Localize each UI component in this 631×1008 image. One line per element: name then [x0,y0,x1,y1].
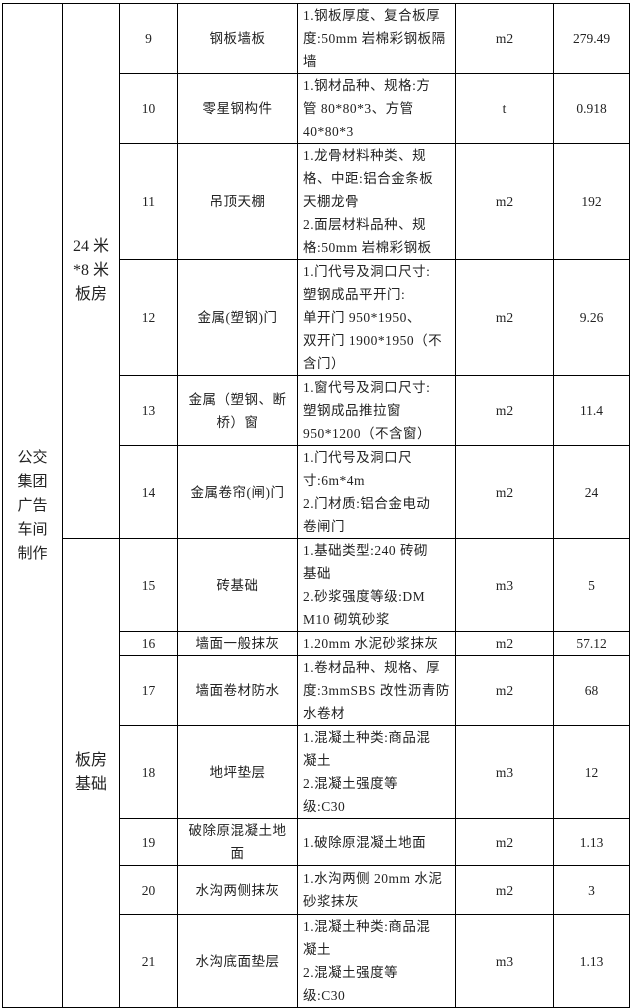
table-row: 11 吊顶天棚 1.龙骨材料种类、规 格、中距:铝合金条板 天棚龙骨 2.面层材料品… [3,143,630,260]
item-quantity: 9.26 [553,259,630,376]
item-number: 20 [119,865,178,915]
group-cell: 板房 基础 [62,538,120,1008]
item-number: 15 [119,538,178,632]
item-quantity: 1.13 [553,914,630,1008]
item-number: 12 [119,259,178,376]
item-number: 13 [119,375,178,446]
item-unit: m2 [455,445,554,539]
item-name: 地坪垫层 [177,725,298,819]
item-quantity: 24 [553,445,630,539]
item-name: 砖基础 [177,538,298,632]
item-number: 18 [119,725,178,819]
item-unit: m2 [455,3,554,74]
item-name: 钢板墙板 [177,3,298,74]
item-description: 1.窗代号及洞口尺寸: 塑钢成品推拉窗 950*1200（不含窗） [297,375,456,446]
item-quantity: 5 [553,538,630,632]
item-quantity: 57.12 [553,631,630,656]
item-description: 1.破除原混凝土地面 [297,818,456,866]
table-row: 16 墙面一般抹灰 1.20mm 水泥砂浆抹灰 m2 57.12 [3,631,630,656]
table-row: 公交 集团 广告 车间 制作 24 米 *8 米 板房 9 钢板墙板 1.钢板厚度、复合… [2,3,630,1008]
bill-of-quantities-table: 公交 集团 广告 车间 制作 24 米 *8 米 板房 9 钢板墙板 1.钢板厚度、复合… [2,3,630,1008]
item-unit: m2 [455,865,554,915]
item-quantity: 11.4 [553,375,630,446]
item-name: 墙面一般抹灰 [177,631,298,656]
item-number: 21 [119,914,178,1008]
item-unit: m3 [455,914,554,1008]
item-number: 16 [119,631,178,656]
item-name: 破除原混凝土地 面 [177,818,298,866]
item-unit: m2 [455,259,554,376]
item-unit: m3 [455,538,554,632]
item-unit: m3 [455,725,554,819]
item-name: 吊顶天棚 [177,143,298,260]
item-description: 1.混凝土种类:商品混 凝土 2.混凝土强度等 级:C30 [297,725,456,819]
item-description: 1.混凝土种类:商品混 凝土 2.混凝土强度等 级:C30 [297,914,456,1008]
item-number: 10 [119,73,178,144]
item-description: 1.卷材品种、规格、厚 度:3mmSBS 改性沥青防 水卷材 [297,655,456,726]
item-quantity: 192 [553,143,630,260]
item-quantity: 279.49 [553,3,630,74]
item-name: 金属(塑钢)门 [177,259,298,376]
table-row: 14 金属卷帘(闸)门 1.门代号及洞口尺 寸:6m*4m 2.门材质:铝合金电动 … [3,445,630,539]
item-number: 9 [119,3,178,74]
item-unit: m2 [455,818,554,866]
table-row: 21 水沟底面垫层 1.混凝土种类:商品混 凝土 2.混凝土强度等 级:C30 m3 1… [3,914,630,1008]
item-quantity: 12 [553,725,630,819]
table-row: 板房 基础 15 砖基础 1.基础类型:240 砖砌 基础 2.砂浆强度等级:DM M… [3,538,630,1008]
table-row: 10 零星钢构件 1.钢材品种、规格:方 管 80*80*3、方管 40*80*3 t… [3,73,630,144]
item-name: 金属（塑钢、断 桥）窗 [177,375,298,446]
item-quantity: 68 [553,655,630,726]
item-quantity: 1.13 [553,818,630,866]
item-description: 1.门代号及洞口尺寸: 塑钢成品平开门: 单开门 950*1950、 双开门 1… [297,259,456,376]
item-description: 1.门代号及洞口尺 寸:6m*4m 2.门材质:铝合金电动 卷闸门 [297,445,456,539]
item-number: 19 [119,818,178,866]
item-unit: m2 [455,375,554,446]
item-number: 17 [119,655,178,726]
item-description: 1.20mm 水泥砂浆抹灰 [297,631,456,656]
item-unit: m2 [455,143,554,260]
item-quantity: 3 [553,865,630,915]
table-row: 12 金属(塑钢)门 1.门代号及洞口尺寸: 塑钢成品平开门: 单开门 950*19… [3,259,630,376]
table-row: 18 地坪垫层 1.混凝土种类:商品混 凝土 2.混凝土强度等 级:C30 m3 12 [3,725,630,819]
item-unit: m2 [455,631,554,656]
item-description: 1.龙骨材料种类、规 格、中距:铝合金条板 天棚龙骨 2.面层材料品种、规 格:… [297,143,456,260]
item-name: 金属卷帘(闸)门 [177,445,298,539]
item-name: 零星钢构件 [177,73,298,144]
item-description: 1.钢材品种、规格:方 管 80*80*3、方管 40*80*3 [297,73,456,144]
item-name: 墙面卷材防水 [177,655,298,726]
item-description: 1.水沟两侧 20mm 水泥 砂浆抹灰 [297,865,456,915]
item-description: 1.基础类型:240 砖砌 基础 2.砂浆强度等级:DM M10 砌筑砂浆 [297,538,456,632]
item-number: 14 [119,445,178,539]
category-cell: 公交 集团 广告 车间 制作 [2,3,63,1008]
item-number: 11 [119,143,178,260]
table-row: 13 金属（塑钢、断 桥）窗 1.窗代号及洞口尺寸: 塑钢成品推拉窗 950*120… [3,375,630,446]
item-name: 水沟底面垫层 [177,914,298,1008]
item-name: 水沟两侧抹灰 [177,865,298,915]
item-unit: t [455,73,554,144]
item-description: 1.钢板厚度、复合板厚 度:50mm 岩棉彩钢板隔 墙 [297,3,456,74]
item-quantity: 0.918 [553,73,630,144]
item-unit: m2 [455,655,554,726]
group-cell: 24 米 *8 米 板房 [62,3,120,539]
table-row: 19 破除原混凝土地 面 1.破除原混凝土地面 m2 1.13 [3,818,630,866]
